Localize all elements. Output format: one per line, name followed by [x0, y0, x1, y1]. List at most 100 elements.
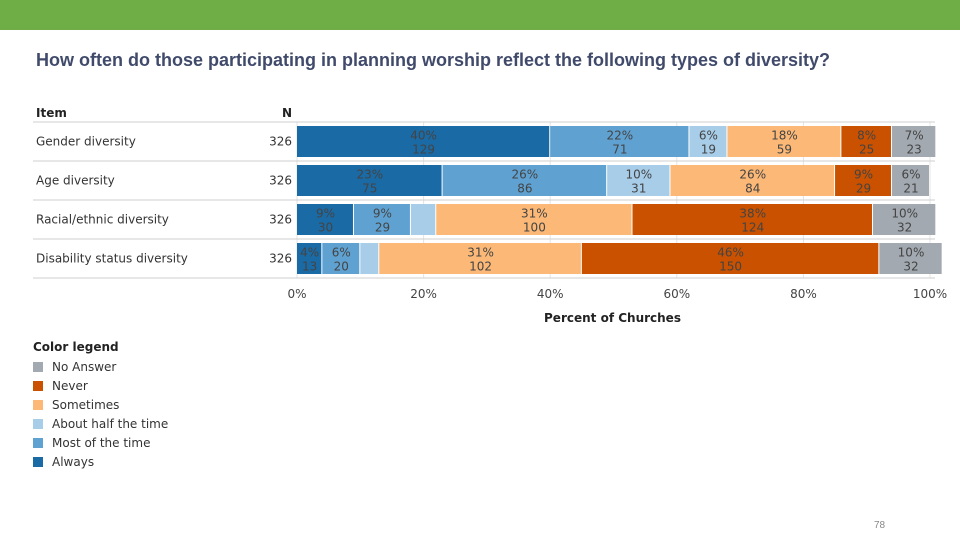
data-label-count: 86 — [517, 182, 532, 196]
data-label-percent: 9% — [373, 207, 392, 221]
data-label-count: 25 — [859, 143, 874, 157]
legend-title: Color legend — [33, 340, 119, 354]
data-label-percent: 6% — [332, 246, 351, 260]
bar-segment — [442, 165, 607, 196]
data-label-count: 21 — [903, 182, 918, 196]
data-label-count: 75 — [362, 182, 377, 196]
page-number: 78 — [874, 520, 886, 531]
data-label-percent: 22% — [606, 129, 633, 143]
legend-swatch — [33, 437, 43, 448]
category-label: Age diversity — [36, 174, 115, 188]
data-label-count: 124 — [741, 221, 764, 235]
data-label-percent: 4% — [300, 246, 319, 260]
data-label-count: 32 — [903, 260, 918, 274]
data-label-percent: 9% — [316, 207, 335, 221]
color-legend: Color legend No Answer Never Sometimes A… — [33, 340, 168, 471]
legend-label: Never — [52, 378, 88, 393]
slide-title: How often do those participating in plan… — [36, 50, 831, 70]
data-label-count: 29 — [856, 182, 871, 196]
data-label-percent: 10% — [898, 246, 925, 260]
data-label-count: 129 — [412, 143, 435, 157]
bar-segment — [632, 204, 873, 235]
data-label-percent: 10% — [891, 207, 918, 221]
legend-item-about-half: About half the time — [33, 414, 168, 433]
bar-segment — [873, 204, 936, 235]
x-tick-label: 100% — [913, 287, 947, 301]
bar-segment — [353, 204, 410, 235]
data-label-count: 30 — [318, 221, 333, 235]
bar-segment — [297, 204, 353, 235]
bar-segment — [297, 126, 550, 157]
bar-segment — [322, 243, 360, 274]
column-header-item: Item — [36, 106, 67, 120]
data-label-count: 100 — [523, 221, 546, 235]
data-label-percent: 9% — [854, 168, 873, 182]
data-label-percent: 31% — [521, 207, 548, 221]
bar-segment — [550, 126, 689, 157]
data-label-count: 31 — [631, 182, 646, 196]
data-label-percent: 23% — [356, 168, 383, 182]
data-label-percent: 26% — [512, 168, 539, 182]
n-value: 326 — [269, 135, 292, 149]
bar-segment — [892, 165, 929, 196]
data-label-percent: 6% — [901, 168, 920, 182]
x-axis-label: Percent of Churches — [544, 311, 681, 325]
legend-label: Most of the time — [52, 435, 151, 450]
x-tick-label: 40% — [537, 287, 564, 301]
n-value: 326 — [269, 252, 292, 266]
x-tick-label: 20% — [410, 287, 437, 301]
data-label-count: 23 — [907, 143, 922, 157]
bar-segment — [360, 243, 379, 274]
bar-segment — [879, 243, 942, 274]
legend-swatch — [33, 418, 43, 429]
bar-segment — [607, 165, 670, 196]
legend-swatch — [33, 361, 43, 372]
bar-segment — [670, 165, 835, 196]
data-label-percent: 26% — [739, 168, 766, 182]
x-tick-label: 60% — [663, 287, 690, 301]
category-label: Gender diversity — [36, 135, 136, 149]
x-tick-label: 0% — [287, 287, 306, 301]
legend-item-most-of-time: Most of the time — [33, 433, 168, 452]
legend-label: Always — [52, 454, 95, 469]
legend-label: Sometimes — [52, 397, 120, 412]
n-value: 326 — [269, 174, 292, 188]
legend-item-never: Never — [33, 376, 168, 395]
top-accent-bar — [0, 0, 960, 30]
legend-label: About half the time — [52, 416, 169, 431]
x-tick-label: 80% — [790, 287, 817, 301]
bar-segment — [297, 165, 442, 196]
bar-segment — [841, 126, 892, 157]
bar-segment — [689, 126, 727, 157]
data-label-count: 59 — [777, 143, 792, 157]
data-label-percent: 7% — [905, 129, 924, 143]
data-label-percent: 31% — [467, 246, 494, 260]
data-label-percent: 38% — [739, 207, 766, 221]
category-label: Racial/ethnic diversity — [36, 213, 169, 227]
data-label-count: 19 — [701, 143, 716, 157]
legend-swatch — [33, 399, 43, 410]
data-label-percent: 18% — [771, 129, 798, 143]
data-label-percent: 8% — [857, 129, 876, 143]
legend-label: No Answer — [52, 359, 117, 374]
legend-item-sometimes: Sometimes — [33, 395, 168, 414]
data-label-count: 102 — [469, 260, 492, 274]
data-label-percent: 6% — [699, 129, 718, 143]
bar-segment — [410, 204, 436, 235]
data-label-count: 29 — [375, 221, 390, 235]
bar-segment — [727, 126, 841, 157]
data-label-percent: 46% — [717, 246, 744, 260]
bar-segment — [892, 126, 936, 157]
data-label-percent: 40% — [410, 129, 437, 143]
n-value: 326 — [269, 213, 292, 227]
data-label-percent: 10% — [625, 168, 652, 182]
column-header-n: N — [282, 106, 292, 120]
category-label: Disability status diversity — [36, 252, 188, 266]
legend-swatch — [33, 380, 43, 391]
data-label-count: 84 — [745, 182, 760, 196]
legend-item-always: Always — [33, 452, 168, 471]
data-label-count: 71 — [612, 143, 627, 157]
bar-segment — [436, 204, 632, 235]
data-label-count: 32 — [897, 221, 912, 235]
